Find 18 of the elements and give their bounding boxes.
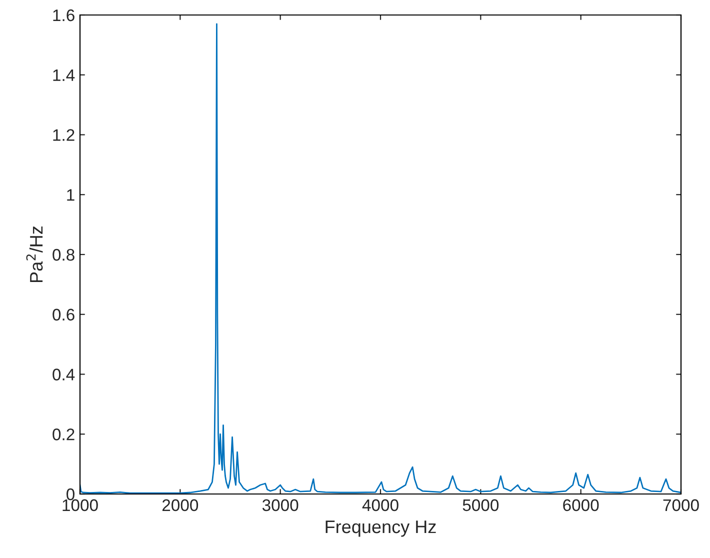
- y-tick-label: 1.6: [53, 9, 74, 22]
- x-tick-label: 6000: [563, 499, 599, 512]
- x-axis-title: Frequency Hz: [326, 520, 436, 537]
- y-tick-label: 0.6: [52, 308, 74, 321]
- y-tick-label: 1.2: [53, 129, 74, 141]
- y-axis-title: Pa$^{2}$/Hz: [26, 226, 43, 282]
- y-tick-label: 0.4: [52, 368, 75, 380]
- x-tick-label: 4000: [362, 499, 398, 512]
- x-tick-label: 7000: [663, 499, 699, 512]
- y-tick-label: 1: [67, 189, 74, 201]
- y-tick-label: 0.2: [52, 428, 74, 440]
- y-tick-label: 0.8: [52, 248, 74, 261]
- y-tick-label: 0: [66, 488, 74, 500]
- x-tick-label: 3000: [262, 499, 298, 512]
- y-tick-label: 1.4: [53, 69, 75, 81]
- x-tick-label: 5000: [462, 499, 499, 512]
- x-tick-label: 2000: [162, 499, 198, 512]
- x-tick-label: 1000: [62, 499, 98, 512]
